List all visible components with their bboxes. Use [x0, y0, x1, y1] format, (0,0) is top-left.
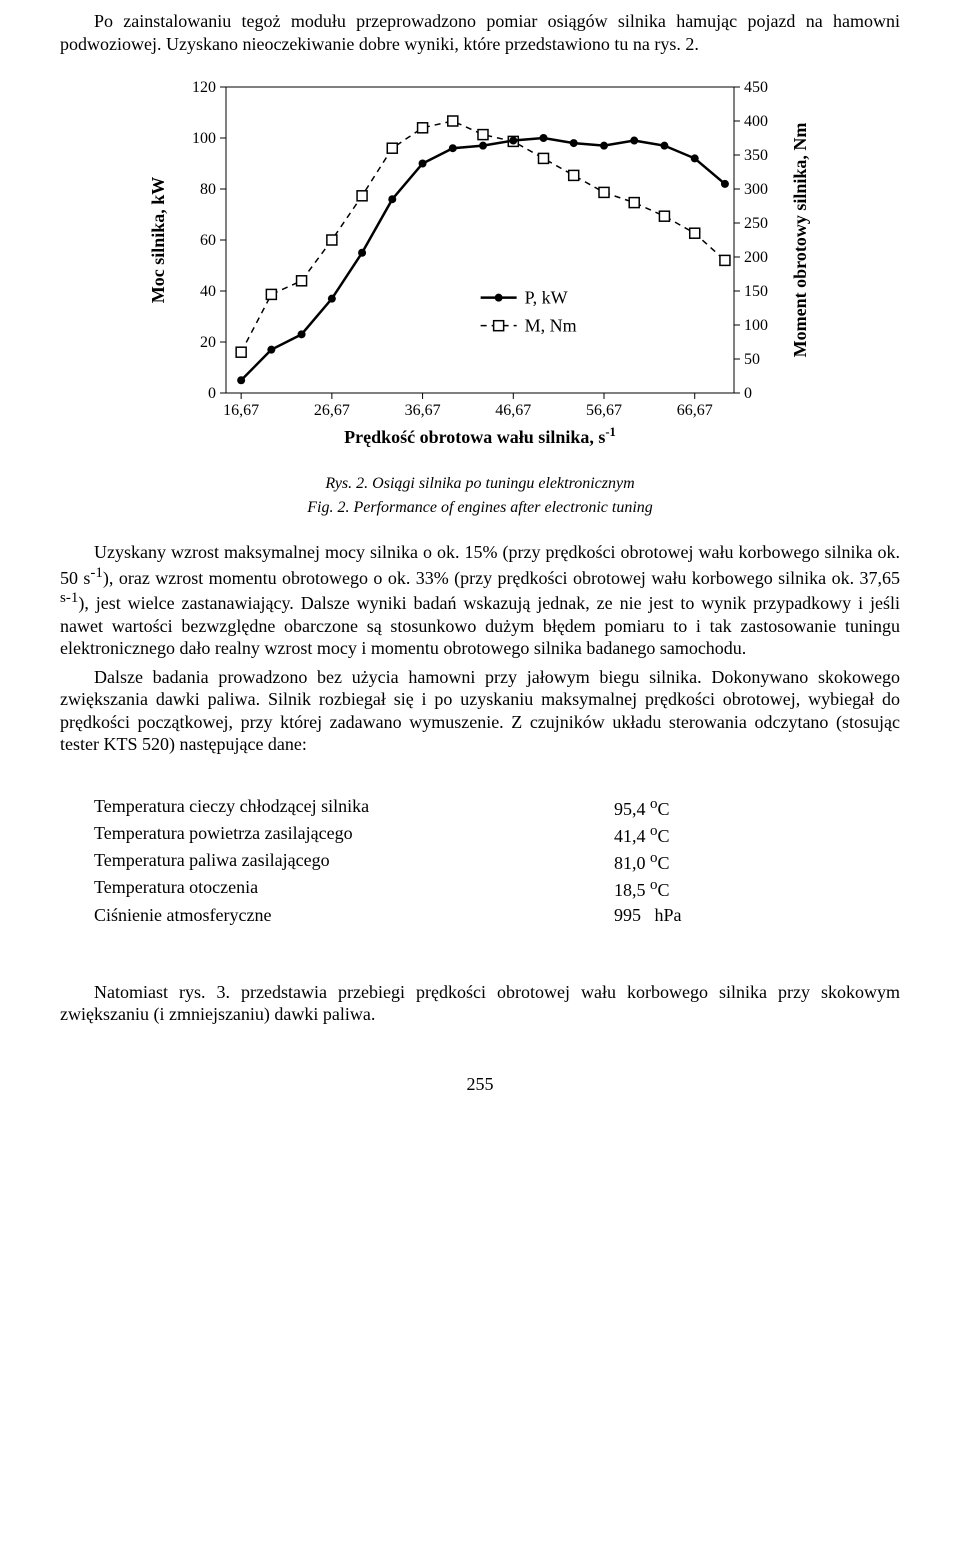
measurement-value: 95,4 oC: [614, 794, 754, 821]
measurement-value: 995 hPa: [614, 903, 754, 927]
svg-text:20: 20: [200, 334, 216, 351]
svg-text:100: 100: [744, 317, 768, 334]
svg-text:450: 450: [744, 79, 768, 96]
svg-text:36,67: 36,67: [405, 402, 441, 419]
svg-text:120: 120: [192, 79, 216, 96]
svg-text:56,67: 56,67: [586, 402, 622, 419]
svg-text:Prędkość obrotowa wału silnika: Prędkość obrotowa wału silnika, s-1: [344, 425, 616, 447]
svg-text:80: 80: [200, 181, 216, 198]
measurement-row: Temperatura paliwa zasilającego81,0 oC: [94, 848, 900, 875]
svg-text:100: 100: [192, 130, 216, 147]
measurement-label: Ciśnienie atmosferyczne: [94, 903, 614, 927]
svg-text:46,67: 46,67: [495, 402, 531, 419]
svg-text:P, kW: P, kW: [525, 288, 568, 308]
closing-paragraph: Natomiast rys. 3. przedstawia przebiegi …: [60, 981, 900, 1026]
svg-text:400: 400: [744, 113, 768, 130]
svg-text:Moment obrotowy silnika, Nm: Moment obrotowy silnika, Nm: [790, 123, 810, 358]
svg-text:66,67: 66,67: [677, 402, 713, 419]
svg-text:0: 0: [744, 385, 752, 402]
measurement-label: Temperatura cieczy chłodzącej silnika: [94, 794, 614, 821]
measurement-row: Temperatura otoczenia18,5 oC: [94, 875, 900, 902]
svg-text:200: 200: [744, 249, 768, 266]
intro-paragraph: Po zainstalowaniu tegoż modułu przeprowa…: [60, 10, 900, 55]
svg-text:300: 300: [744, 181, 768, 198]
svg-text:250: 250: [744, 215, 768, 232]
measurement-label: Temperatura otoczenia: [94, 875, 614, 902]
caption-english: Fig. 2. Performance of engines after ele…: [60, 499, 900, 517]
measurement-label: Temperatura powietrza zasilającego: [94, 821, 614, 848]
measurement-value: 41,4 oC: [614, 821, 754, 848]
svg-text:40: 40: [200, 283, 216, 300]
method-paragraph: Dalsze badania prowadzono bez użycia ham…: [60, 666, 900, 756]
page-number: 255: [60, 1074, 900, 1095]
svg-text:60: 60: [200, 232, 216, 249]
measurement-row: Temperatura cieczy chłodzącej silnika95,…: [94, 794, 900, 821]
measurement-value: 81,0 oC: [614, 848, 754, 875]
measurement-value: 18,5 oC: [614, 875, 754, 902]
chart-container: 0 20 40 60 80 100 120 0 50 100 150 200 250 300 350 400 4…: [60, 69, 900, 469]
svg-text:350: 350: [744, 147, 768, 164]
svg-text:0: 0: [208, 385, 216, 402]
measurement-row: Ciśnienie atmosferyczne995 hPa: [94, 903, 900, 927]
svg-text:26,67: 26,67: [314, 402, 350, 419]
svg-text:16,67: 16,67: [223, 402, 259, 419]
svg-text:M, Nm: M, Nm: [525, 316, 577, 336]
measurement-row: Temperatura powietrza zasilającego41,4 o…: [94, 821, 900, 848]
svg-text:Moc silnika, kW: Moc silnika, kW: [148, 177, 168, 304]
measurements-table: Temperatura cieczy chłodzącej silnika95,…: [94, 794, 900, 927]
results-paragraph: Uzyskany wzrost maksymalnej mocy silnika…: [60, 541, 900, 660]
svg-text:150: 150: [744, 283, 768, 300]
performance-chart: 0 20 40 60 80 100 120 0 50 100 150 200 250 300 350 400 4…: [130, 69, 830, 469]
caption-polish: Rys. 2. Osiągi silnika po tuningu elektr…: [60, 475, 900, 493]
measurement-label: Temperatura paliwa zasilającego: [94, 848, 614, 875]
svg-text:50: 50: [744, 351, 760, 368]
